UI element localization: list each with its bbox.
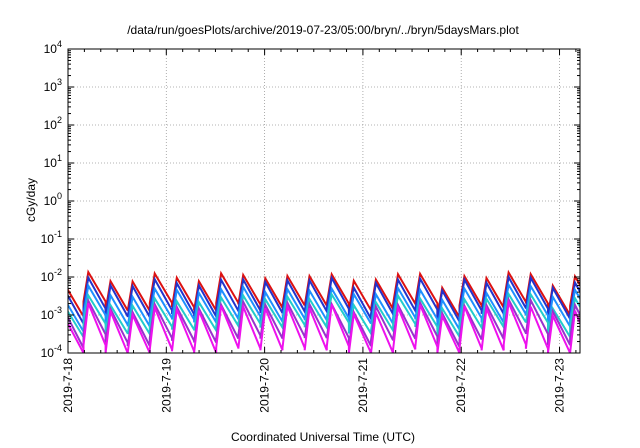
x-tick-label: 2019-7-18: [61, 358, 75, 413]
y-tick-label: 10-4: [41, 343, 62, 360]
y-tick-label: 103: [44, 77, 62, 94]
x-tick-label: 2019-7-22: [454, 358, 468, 413]
y-tick-label: 102: [44, 115, 62, 132]
series-line-2: [68, 274, 580, 328]
y-tick-label: 104: [44, 39, 62, 56]
chart-title: /data/run/goesPlots/archive/2019-07-23/0…: [127, 23, 519, 37]
y-tick-label: 10-2: [41, 267, 62, 284]
series-line-3: [68, 281, 580, 336]
y-tick-label: 10-3: [41, 305, 62, 322]
series-line-6: [68, 298, 580, 353]
x-tick-label: 2019-7-21: [356, 358, 370, 413]
x-tick-label: 2019-7-19: [159, 358, 173, 413]
x-tick-label: 2019-7-23: [553, 358, 567, 413]
y-axis: 10-4 10-3 10-2 10-1 100 101 102 103 104: [41, 39, 580, 360]
series-line-4: [68, 291, 580, 341]
x-axis-title: Coordinated Universal Time (UTC): [231, 430, 415, 444]
x-axis: 2019-7-18 2019-7-19 2019-7-20 2019-7-21 2019…: [61, 49, 577, 413]
y-axis-title: cGy/day: [24, 178, 38, 222]
series-line-1: [68, 269, 580, 321]
y-tick-label: 10-1: [41, 229, 62, 246]
y-tick-label: 101: [44, 153, 62, 170]
x-tick-label: 2019-7-20: [258, 358, 272, 413]
y-tick-label: 100: [44, 191, 62, 208]
series-lines: [68, 269, 580, 353]
